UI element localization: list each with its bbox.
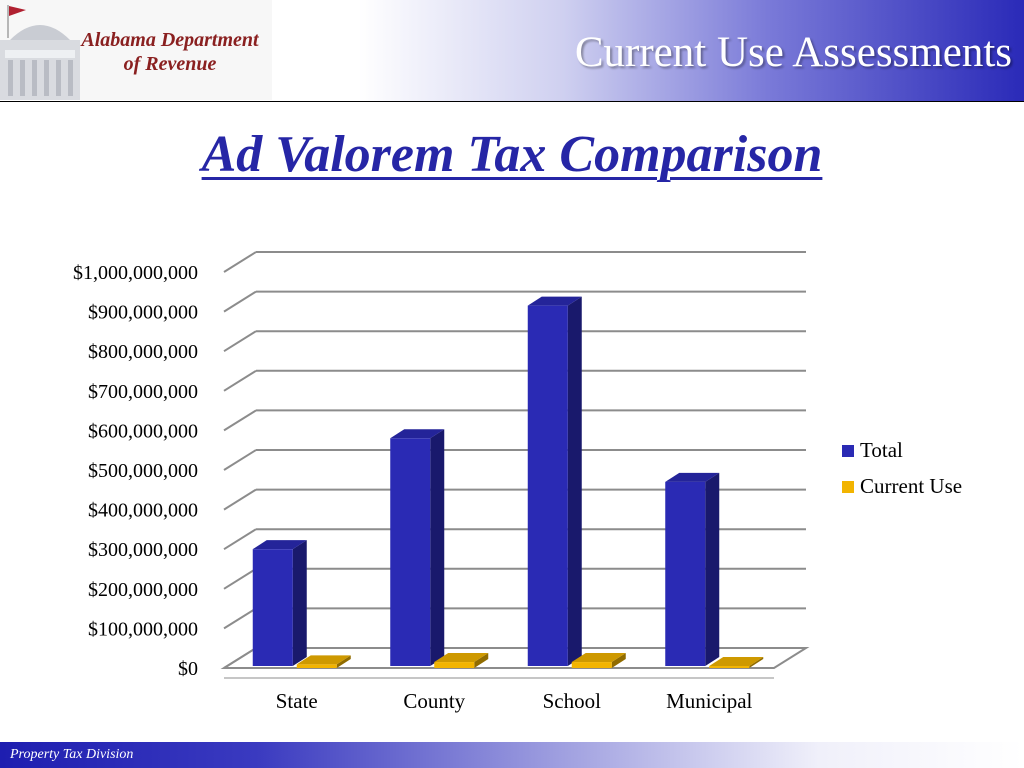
footer-text: Property Tax Division [10,747,134,762]
bar-top-current-use [709,657,764,667]
bar-top-total [390,429,445,439]
bar-side-current-use [474,653,489,668]
logo-text: Alabama Department of Revenue [70,28,270,76]
legend-swatch [842,481,854,493]
bar-top-current-use [296,655,351,665]
y-tick-label: $100,000,000 [88,618,198,640]
bar-total-municipal [665,481,706,666]
bar-side-current-use [336,655,351,668]
gridline-side [223,409,257,432]
bar-side-total [292,540,307,666]
bar-current-use-school [571,662,612,668]
bar-chart: $0 $100,000,000 $200,000,000 $300,000,000 $4… [73,251,962,713]
bar-side-total [567,296,582,666]
bar-total-state [252,549,293,666]
y-tick-label: $1,000,000,000 [73,262,198,284]
gridline-side [223,488,257,511]
bar-side-total [430,429,445,666]
y-tick-label: $700,000,000 [88,381,198,403]
bar-current-use-municipal [709,666,750,668]
bar-top-current-use [434,653,489,663]
slide-title: Ad Valorem Tax Comparison [0,124,1024,186]
bar-current-use-state [296,664,337,668]
gridline-side [223,528,257,551]
bar-side-current-use [611,653,626,668]
x-tick-label: State [276,689,318,713]
y-tick-label: $800,000,000 [88,341,198,363]
y-tick-label: $0 [178,658,198,680]
footer-bar: Property Tax Division [0,742,1024,768]
x-tick-label: Municipal [666,689,752,713]
legend-swatch [842,445,854,457]
gridline-side [223,251,257,273]
bar-current-use-county [434,662,475,668]
x-tick-label: School [543,689,602,713]
gridline-side [223,330,257,353]
logo-line-2: of Revenue [123,53,217,75]
bar-top-total [527,296,582,306]
y-tick-label: $900,000,000 [88,302,198,324]
capitol-building-icon [0,0,272,100]
bar-top-total [665,472,720,482]
bar-side-current-use [749,657,764,668]
bar-total-school [527,305,568,666]
y-tick-label: $500,000,000 [88,460,198,482]
header-banner: Alabama Department of Revenue Current Us… [0,0,1024,102]
gridline-side [223,369,257,392]
bar-total-county [390,438,431,666]
y-tick-label: $400,000,000 [88,500,198,522]
bar-top-current-use [571,653,626,663]
y-tick-label: $600,000,000 [88,420,198,442]
y-tick-label: $300,000,000 [88,539,198,561]
slide-title-text: Ad Valorem Tax Comparison [201,126,823,183]
bar-top-total [252,540,307,550]
gridline-side [223,449,257,471]
header-title: Current Use Assessments [574,29,1012,76]
department-logo: Alabama Department of Revenue [0,0,272,100]
x-tick-label: County [403,689,465,713]
gridline-side [223,567,257,590]
bar-side-total [705,472,720,666]
y-tick-label: $200,000,000 [88,579,198,601]
logo-line-1: Alabama Department [81,29,259,51]
gridline-side [223,290,257,313]
legend-label: Current Use [860,474,962,498]
legend-label: Total [860,438,903,462]
gridline-side [223,607,257,630]
